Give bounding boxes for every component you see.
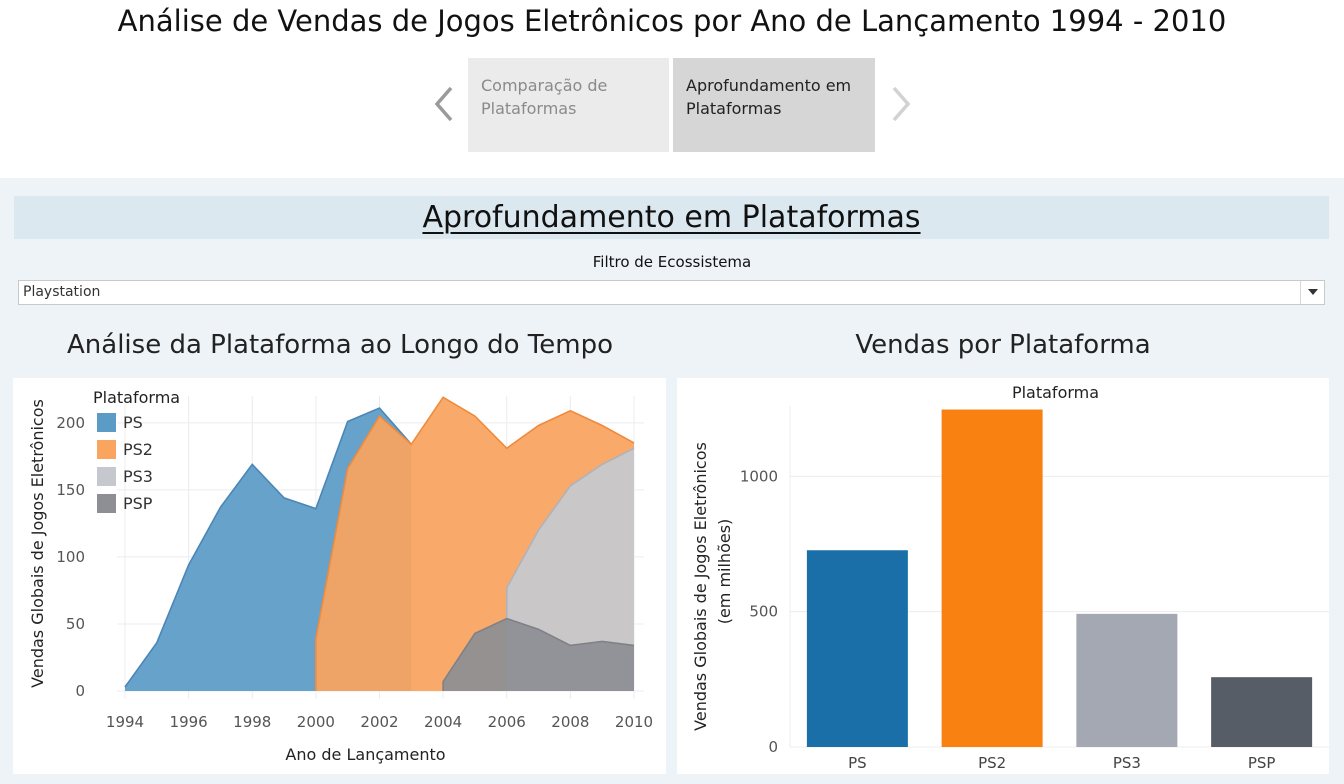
y-tick-label: 1000: [740, 467, 778, 485]
x-tick-label: 1998: [233, 713, 271, 731]
x-tick-label: 2006: [488, 713, 526, 731]
bar-chart-panel: 0 500 1000 PS PS2 PS3 PSP Plataforma Vendas Glob…: [677, 378, 1329, 774]
ecosystem-filter-select[interactable]: Playstation: [18, 280, 1325, 305]
bar-ps3: [1076, 613, 1178, 747]
chevron-left-icon: [434, 86, 453, 122]
legend-label-ps3: PS3: [123, 467, 153, 486]
legend-label-ps: PS: [123, 413, 143, 432]
y-axis-title: Vendas Globais de Jogos Eletrônicos: [691, 442, 710, 731]
legend-title: Plataforma: [93, 388, 180, 407]
x-tick-label: PS2: [978, 754, 1006, 772]
dropdown-arrow-icon: [1308, 289, 1318, 295]
chevron-right-icon: [892, 86, 911, 122]
y-axis-title: Vendas Globais de Jogos Eletrônicos: [28, 399, 47, 688]
legend-swatch-ps3: [97, 467, 116, 486]
area-chart-title: Análise da Plataforma ao Longo do Tempo: [67, 330, 613, 360]
dashboard-header-text: Aprofundamento em Plataformas: [422, 200, 921, 235]
story-tab-aprofundamento[interactable]: Aprofundamento em Plataformas: [673, 58, 875, 152]
ecosystem-filter-value: Playstation: [23, 284, 101, 300]
x-tick-label: 1996: [170, 713, 208, 731]
x-tick-label: 2000: [297, 713, 335, 731]
dropdown-button[interactable]: [1300, 281, 1324, 304]
x-tick-label: PS: [848, 754, 867, 772]
x-tick-label: 1994: [106, 713, 144, 731]
x-tick-label: 2010: [615, 713, 653, 731]
prev-story-button[interactable]: [429, 82, 459, 126]
story-tab-label-line1: Comparação de: [481, 76, 608, 95]
story-tab-comparacao[interactable]: Comparação de Plataformas: [468, 58, 669, 152]
dashboard-header: Aprofundamento em Plataformas: [14, 196, 1329, 239]
x-tick-label: PSP: [1248, 754, 1276, 772]
x-tick-label: 2004: [424, 713, 462, 731]
legend-swatch-ps2: [97, 440, 116, 459]
legend-swatch-ps: [97, 413, 116, 432]
y-tick-label: 0: [75, 682, 85, 700]
area-psp: [443, 618, 634, 691]
y-tick-label: 50: [66, 615, 85, 633]
legend-swatch-psp: [97, 494, 116, 513]
x-tick-label: 2002: [360, 713, 398, 731]
bar-chart: 0 500 1000 PS PS2 PS3 PSP Plataforma Vendas Glob…: [691, 383, 1329, 772]
legend-label-psp: PSP: [123, 494, 153, 513]
x-tick-label: 2008: [551, 713, 589, 731]
legend-label-ps2: PS2: [123, 440, 153, 459]
story-tab-label-line2: Plataformas: [481, 99, 577, 118]
x-tick-label: PS3: [1113, 754, 1141, 772]
bar-psp: [1211, 677, 1313, 747]
y-tick-label: 150: [56, 481, 85, 499]
y-tick-label: 0: [768, 738, 778, 756]
y-tick-label: 500: [749, 603, 778, 621]
area-chart: 1994 1996 1998 2000 2002 2004 2006 2008 2010 0 50 1…: [28, 388, 653, 764]
page-title: Análise de Vendas de Jogos Eletrônicos p…: [117, 4, 1227, 38]
line-ps: [124, 407, 412, 688]
next-story-button[interactable]: [886, 82, 916, 126]
x-axis-title: Ano de Lançamento: [285, 745, 445, 764]
y-tick-label: 100: [56, 548, 85, 566]
story-tab-label-line2: Plataformas: [686, 99, 782, 118]
line-ps2: [315, 396, 635, 691]
y-tick-label: 200: [56, 414, 85, 432]
line-psp: [442, 617, 635, 691]
bar-chart-title: Vendas por Plataforma: [855, 330, 1151, 360]
area-chart-panel: 1994 1996 1998 2000 2002 2004 2006 2008 2010 0 50 1…: [13, 378, 666, 774]
bar-ps: [806, 550, 908, 747]
bar-ps2: [941, 409, 1043, 747]
y-axis-subtitle: (em milhões): [715, 519, 734, 625]
bar-axis-header: Plataforma: [1012, 383, 1099, 402]
filter-label: Filtro de Ecossistema: [592, 253, 752, 271]
line-ps3: [505, 447, 635, 691]
story-tab-label-line1: Aprofundamento em: [686, 76, 852, 95]
